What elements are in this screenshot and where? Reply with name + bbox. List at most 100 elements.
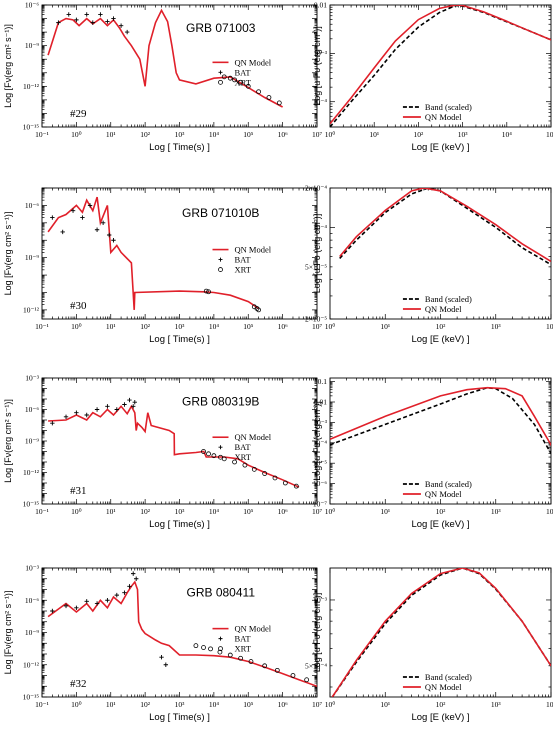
x-tick-label: 10³ [491, 507, 502, 516]
xrt-point [201, 449, 206, 454]
bat-point [124, 29, 130, 35]
bat-point [70, 208, 76, 213]
plot-frame [329, 567, 552, 698]
x-axis-label: Log [ Time(s) ] [149, 142, 210, 153]
bat-point [50, 420, 55, 426]
legend-label: Band (scaled) [425, 479, 472, 489]
legend-label: QN Model [425, 682, 462, 692]
y-tick-label: 10⁻⁵ [313, 459, 327, 468]
legend-label: QN Model [235, 57, 272, 67]
x-tick-label: 10³ [175, 507, 186, 516]
bat-point [111, 238, 116, 243]
panel-left-1: 10⁻¹ 10⁰ 10¹ 10² 10³ 10⁴ 10⁵ 10⁶ 10⁷ 10⁻¹² 10⁻⁹ 10⁻… [3, 187, 322, 345]
series-group [339, 188, 551, 266]
legend-label: QN Model [425, 304, 462, 314]
y-tick-label: 10⁻⁷ [313, 500, 327, 509]
bat-point [163, 662, 169, 667]
x-tick-label: 10⁵ [243, 130, 254, 139]
bat-point [127, 397, 132, 403]
x-tick-label: 10¹ [106, 322, 116, 331]
legend-label: XRT [235, 77, 252, 87]
x-tick-label: 10² [140, 700, 151, 709]
y-tick-label: 10⁻¹² [23, 305, 40, 314]
x-axis-label: Log [E (keV) ] [411, 334, 469, 345]
bat-point [90, 20, 95, 25]
x-tick-label: 10¹ [106, 130, 116, 139]
legend-swatch-plus [218, 445, 223, 450]
legend-label: QN Model [425, 489, 462, 499]
legend-label: BAT [235, 67, 252, 77]
y-tick-label: 0.01 [314, 397, 327, 406]
x-tick-label: 10⁻¹ [35, 130, 49, 139]
bat-point [74, 605, 79, 610]
x-tick-label: 10⁰ [325, 130, 336, 139]
legend-label: Band (scaled) [425, 672, 472, 682]
x-tick-label: 10⁴ [209, 130, 220, 139]
y-axis-label: Log [Fν(erg cm² s⁻¹)] [3, 24, 13, 108]
bat-point [122, 402, 127, 407]
x-axis-label: Log [ Time(s) ] [149, 334, 210, 345]
x-tick-label: 10⁰ [325, 507, 336, 516]
bat-point [118, 23, 124, 28]
y-tick-label: 5×10⁻⁵ [305, 262, 327, 271]
bat-point [105, 404, 110, 409]
x-tick-label: 10⁴ [502, 130, 513, 139]
bat-point [84, 12, 89, 17]
y-tick-label: 10⁻⁴ [313, 438, 327, 447]
x-tick-label: 10² [436, 507, 447, 516]
x-tick-label: 10⁴ [546, 507, 553, 516]
legend-label: QN Model [235, 624, 272, 634]
x-tick-label: 10³ [458, 130, 469, 139]
bat-point [74, 17, 79, 23]
qn-model-curve [339, 188, 551, 263]
y-tick-label: 10⁻⁹ [25, 253, 39, 262]
xrt-point [256, 307, 261, 313]
xrt-point [242, 462, 248, 468]
legend-swatch-circle [218, 646, 223, 652]
y-tick-label: 10⁻¹⁵ [23, 123, 40, 132]
xrt-point [256, 89, 261, 95]
x-tick-label: 10⁻¹ [35, 700, 49, 709]
chart-title: GRB 080319B [182, 395, 259, 409]
x-tick-label: 10² [414, 130, 425, 139]
bat-point [131, 571, 136, 576]
series-group [48, 397, 300, 489]
y-tick-label: 10⁻¹⁵ [23, 500, 40, 509]
x-tick-label: 10¹ [380, 322, 390, 331]
plot-frame [41, 187, 318, 320]
burst-number: #30 [70, 300, 87, 312]
xrt-point [276, 100, 282, 106]
xrt-point [208, 646, 213, 652]
xrt-point [282, 480, 288, 486]
bat-point [122, 590, 127, 595]
x-tick-label: 10¹ [106, 507, 116, 516]
x-tick-label: 10⁰ [325, 700, 336, 709]
band-curve [339, 188, 551, 266]
x-tick-label: 10¹ [380, 507, 390, 516]
xrt-point [290, 673, 296, 678]
chart-title: GRB 071010B [182, 206, 259, 220]
bat-point [84, 599, 89, 604]
bat-point [100, 220, 106, 226]
series-group [47, 571, 317, 688]
x-tick-label: 10⁶ [278, 700, 289, 709]
x-tick-label: 10² [140, 507, 151, 516]
y-tick-label: 10⁻¹² [23, 468, 40, 477]
bat-point [50, 215, 55, 220]
x-tick-label: 10³ [175, 700, 186, 709]
legend-label: Band (scaled) [425, 102, 472, 112]
y-tick-label: 10⁻³ [313, 49, 327, 58]
qn-model-curve [47, 196, 260, 310]
x-tick-label: 10³ [175, 130, 186, 139]
xrt-point [217, 649, 223, 655]
xrt-point [266, 95, 272, 100]
burst-number: #31 [70, 485, 87, 497]
x-tick-label: 10⁵ [546, 130, 553, 139]
xrt-point [238, 655, 244, 661]
bat-point [114, 592, 120, 598]
plot-frame [41, 377, 318, 505]
legend-label: BAT [235, 634, 252, 644]
x-tick-label: 10⁷ [312, 507, 323, 516]
x-tick-label: 10⁵ [243, 507, 254, 516]
legend-label: XRT [235, 265, 252, 275]
